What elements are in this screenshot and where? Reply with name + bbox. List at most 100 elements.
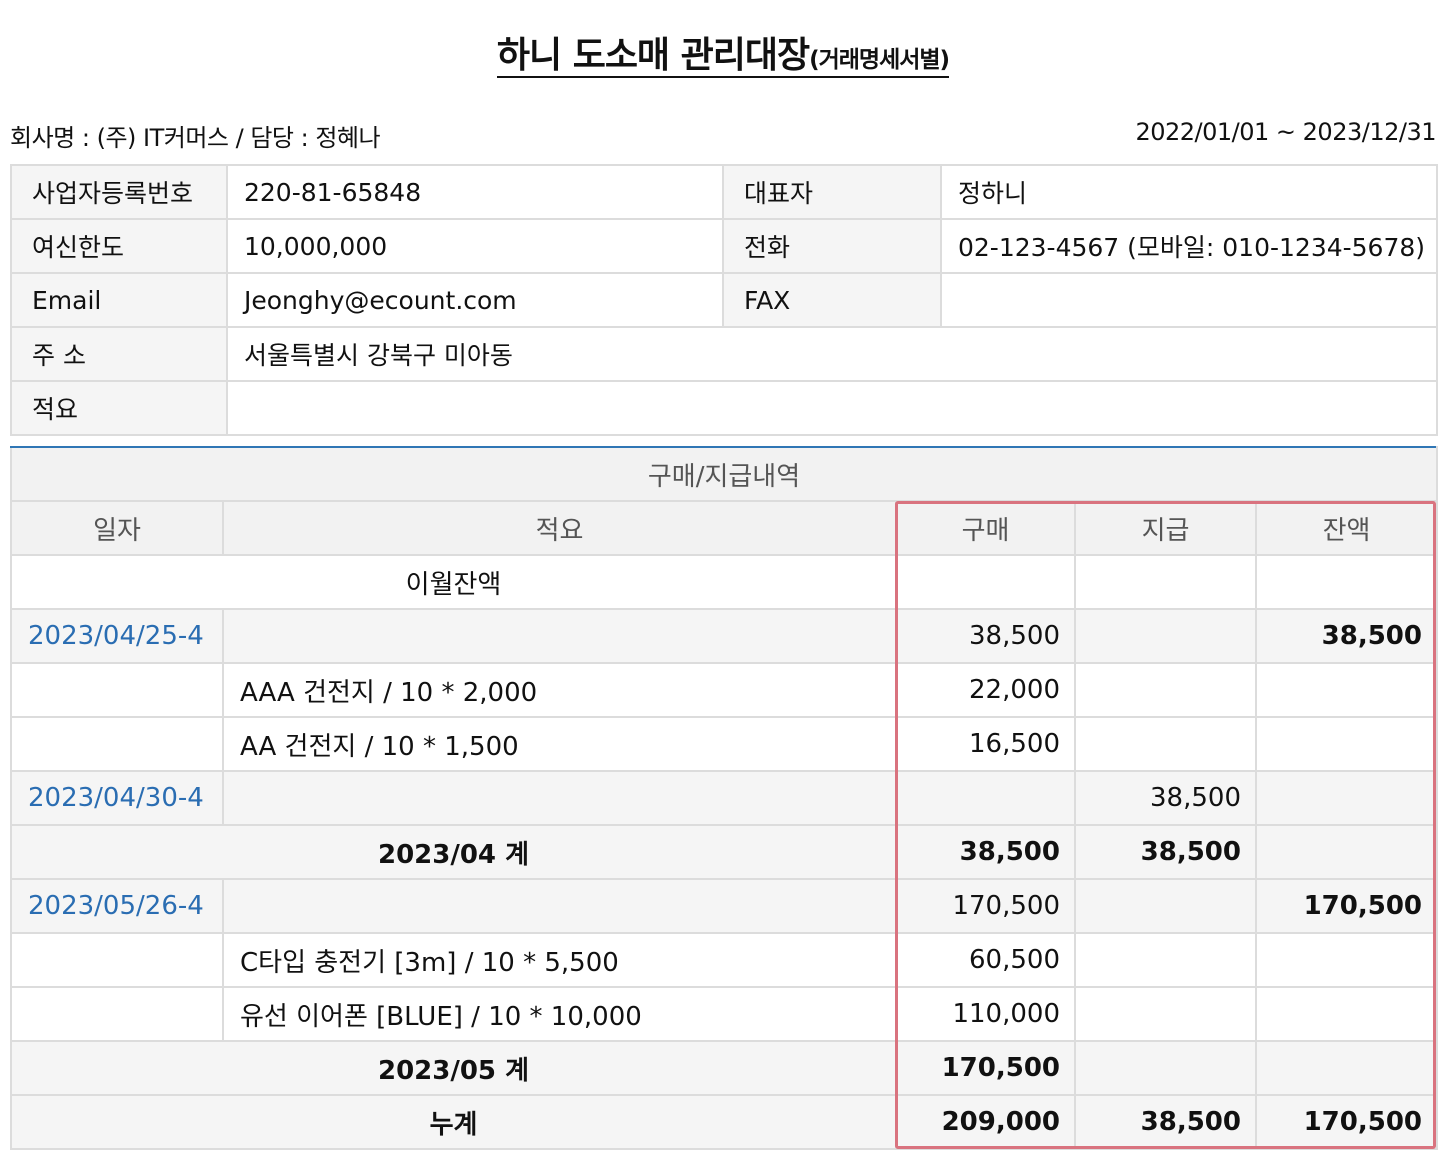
email-label: Email xyxy=(10,272,228,328)
subtotal-row: 2023/05 계 170,500 xyxy=(10,1040,1438,1096)
col-balance-header: 잔액 xyxy=(1255,500,1438,556)
purchase-cell xyxy=(895,554,1076,610)
balance-cell xyxy=(1255,662,1438,718)
section-title-row: 구매/지급내역 xyxy=(10,446,1438,502)
item-memo: C타입 충전기 [3m] / 10 * 5,500 xyxy=(222,932,897,988)
date-cell xyxy=(10,662,224,718)
carry-over-row: 이월잔액 xyxy=(10,554,1438,610)
balance-cell xyxy=(1255,824,1438,880)
date-cell xyxy=(10,932,224,988)
report-title: 하니 도소매 관리대장(거래명세서별) xyxy=(0,38,1446,78)
payment-cell: 38,500 xyxy=(1074,1094,1257,1150)
memo-value xyxy=(226,380,1438,436)
item-row: AAA 건전지 / 10 * 2,000 22,000 xyxy=(10,662,1438,718)
subtotal-label: 2023/04 계 xyxy=(10,824,897,880)
grand-total-row: 누계 209,000 38,500 170,500 xyxy=(10,1094,1438,1150)
item-memo: AAA 건전지 / 10 * 2,000 xyxy=(222,662,897,718)
balance-cell xyxy=(1255,986,1438,1042)
customer-info-table: 사업자등록번호 220-81-65848 대표자 정하니 여신한도 10,000… xyxy=(10,164,1438,436)
col-memo-header: 적요 xyxy=(222,500,897,556)
email-value: Jeonghy@ecount.com xyxy=(226,272,724,328)
item-row: C타입 충전기 [3m] / 10 * 5,500 60,500 xyxy=(10,932,1438,988)
balance-cell xyxy=(1255,770,1438,826)
purchase-cell: 60,500 xyxy=(895,932,1076,988)
purchase-cell: 22,000 xyxy=(895,662,1076,718)
report-title-main: 하니 도소매 관리대장 xyxy=(496,35,810,76)
info-row: 사업자등록번호 220-81-65848 대표자 정하니 xyxy=(10,164,1438,220)
fax-value xyxy=(940,272,1438,328)
report-title-sub: (거래명세서별) xyxy=(809,47,950,73)
slip-row: 2023/04/30-4 38,500 xyxy=(10,770,1438,826)
slip-date-link[interactable]: 2023/04/30-4 xyxy=(10,770,224,826)
company-and-manager: 회사명 : (주) IT커머스 / 담당 : 정혜나 xyxy=(10,124,381,152)
date-cell xyxy=(10,716,224,772)
phone-label: 전화 xyxy=(722,218,942,274)
payment-cell xyxy=(1074,932,1257,988)
subtotal-row: 2023/04 계 38,500 38,500 xyxy=(10,824,1438,880)
section-title: 구매/지급내역 xyxy=(10,446,1438,502)
col-payment-header: 지급 xyxy=(1074,500,1257,556)
subtotal-label: 2023/05 계 xyxy=(10,1040,897,1096)
ceo-label: 대표자 xyxy=(722,164,942,220)
report-title-text: 하니 도소매 관리대장(거래명세서별) xyxy=(496,35,950,78)
payment-cell xyxy=(1074,878,1257,934)
payment-cell xyxy=(1074,716,1257,772)
item-row: AA 건전지 / 10 * 1,500 16,500 xyxy=(10,716,1438,772)
purchase-cell: 209,000 xyxy=(895,1094,1076,1150)
balance-cell xyxy=(1255,1040,1438,1096)
ceo-value: 정하니 xyxy=(940,164,1438,220)
purchase-cell: 170,500 xyxy=(895,878,1076,934)
fax-label: FAX xyxy=(722,272,942,328)
purchase-cell: 38,500 xyxy=(895,824,1076,880)
purchase-cell: 110,000 xyxy=(895,986,1076,1042)
balance-cell: 170,500 xyxy=(1255,1094,1438,1150)
payment-cell: 38,500 xyxy=(1074,824,1257,880)
purchase-cell: 16,500 xyxy=(895,716,1076,772)
info-row: 주 소 서울특별시 강북구 미아동 xyxy=(10,326,1438,382)
info-row: Email Jeonghy@ecount.com FAX xyxy=(10,272,1438,328)
info-row: 적요 xyxy=(10,380,1438,436)
address-label: 주 소 xyxy=(10,326,228,382)
payment-cell xyxy=(1074,662,1257,718)
balance-cell: 170,500 xyxy=(1255,878,1438,934)
item-row: 유선 이어폰 [BLUE] / 10 * 10,000 110,000 xyxy=(10,986,1438,1042)
payment-cell xyxy=(1074,608,1257,664)
report-meta: 회사명 : (주) IT커머스 / 담당 : 정혜나 2022/01/01 ~ … xyxy=(10,118,1436,154)
credit-limit-label: 여신한도 xyxy=(10,218,228,274)
col-date-header: 일자 xyxy=(10,500,224,556)
phone-value: 02-123-4567 (모바일: 010-1234-5678) xyxy=(940,218,1438,274)
payment-cell: 38,500 xyxy=(1074,770,1257,826)
purchase-cell xyxy=(895,770,1076,826)
payment-cell xyxy=(1074,1040,1257,1096)
memo-label: 적요 xyxy=(10,380,228,436)
slip-date-link[interactable]: 2023/05/26-4 xyxy=(10,878,224,934)
memo-cell xyxy=(222,878,897,934)
memo-cell xyxy=(222,770,897,826)
slip-row: 2023/05/26-4 170,500 170,500 xyxy=(10,878,1438,934)
biz-no-label: 사업자등록번호 xyxy=(10,164,228,220)
date-cell xyxy=(10,986,224,1042)
col-purchase-header: 구매 xyxy=(895,500,1076,556)
payment-cell xyxy=(1074,986,1257,1042)
info-row: 여신한도 10,000,000 전화 02-123-4567 (모바일: 010… xyxy=(10,218,1438,274)
biz-no-value: 220-81-65848 xyxy=(226,164,724,220)
purchase-cell: 38,500 xyxy=(895,608,1076,664)
purchase-cell: 170,500 xyxy=(895,1040,1076,1096)
column-header-row: 일자 적요 구매 지급 잔액 xyxy=(10,500,1438,556)
payment-cell xyxy=(1074,554,1257,610)
item-memo: AA 건전지 / 10 * 1,500 xyxy=(222,716,897,772)
slip-date-link[interactable]: 2023/04/25-4 xyxy=(10,608,224,664)
memo-cell xyxy=(222,608,897,664)
ledger-table: 구매/지급내역 일자 적요 구매 지급 잔액 이월잔액 2023/04/25-4… xyxy=(10,446,1438,1150)
carry-over-label: 이월잔액 xyxy=(10,554,897,610)
balance-cell xyxy=(1255,554,1438,610)
credit-limit-value: 10,000,000 xyxy=(226,218,724,274)
slip-row: 2023/04/25-4 38,500 38,500 xyxy=(10,608,1438,664)
report-period: 2022/01/01 ~ 2023/12/31 xyxy=(1135,118,1436,146)
balance-cell xyxy=(1255,716,1438,772)
address-value: 서울특별시 강북구 미아동 xyxy=(226,326,1438,382)
balance-cell: 38,500 xyxy=(1255,608,1438,664)
item-memo: 유선 이어폰 [BLUE] / 10 * 10,000 xyxy=(222,986,897,1042)
balance-cell xyxy=(1255,932,1438,988)
grand-total-label: 누계 xyxy=(10,1094,897,1150)
